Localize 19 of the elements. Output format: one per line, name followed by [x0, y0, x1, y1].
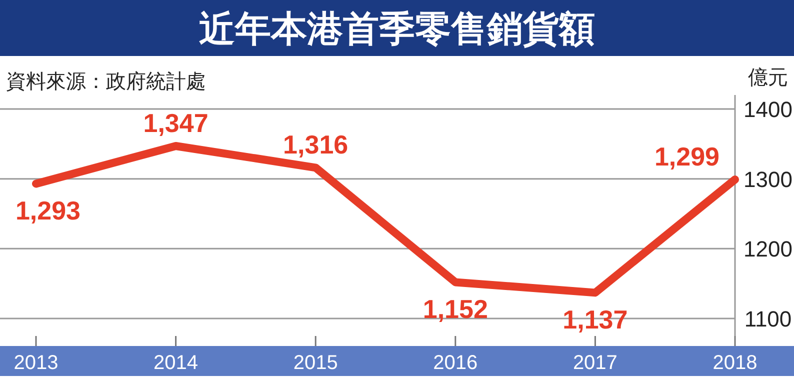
data-label: 1,152 [422, 294, 488, 324]
data-label: 1,316 [283, 130, 348, 160]
source-note: 資料來源：政府統計處 [6, 69, 206, 93]
y-tick-label: 1400 [744, 96, 792, 122]
y-axis-title: 億元 [748, 67, 788, 89]
x-tick-label: 2018 [712, 352, 758, 374]
y-tick-label: 1100 [744, 306, 792, 332]
chart-title: 近年本港首季零售銷貨額 [199, 8, 595, 49]
data-label: 1,299 [654, 142, 720, 172]
x-tick-label: 2015 [293, 352, 338, 374]
data-label: 1,293 [15, 196, 81, 226]
y-tick-label: 1200 [744, 236, 792, 262]
x-tick-label: 2014 [154, 352, 198, 374]
data-label: 1,137 [562, 304, 628, 335]
data-label: 1,347 [143, 108, 208, 138]
x-tick-label: 2017 [572, 352, 618, 374]
x-tick-label: 2013 [14, 352, 58, 374]
y-tick-label: 1300 [744, 166, 792, 192]
x-tick-label: 2016 [433, 352, 478, 374]
